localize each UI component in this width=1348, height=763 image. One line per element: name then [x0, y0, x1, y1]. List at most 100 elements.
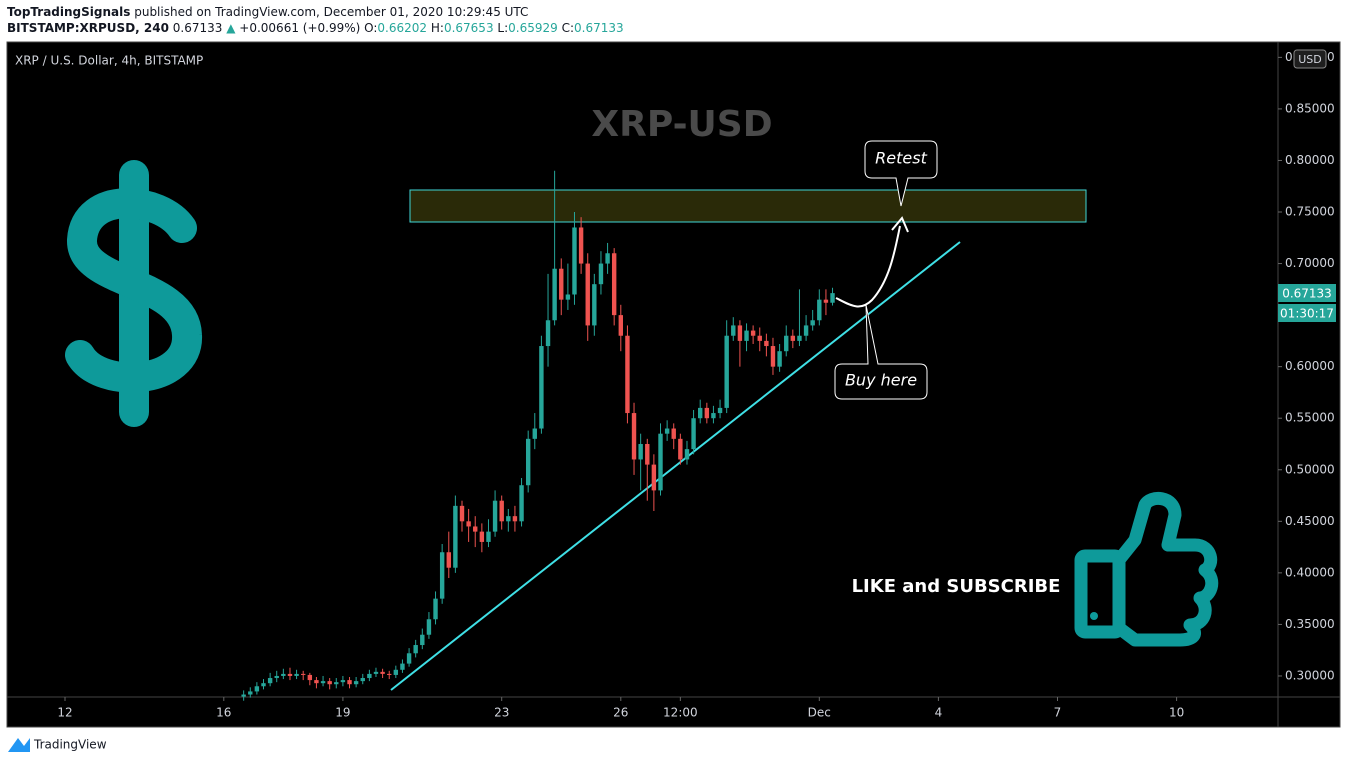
x-tick-label: 12 — [57, 706, 72, 720]
thumbs-up-icon — [1074, 492, 1219, 647]
candle-body — [625, 335, 630, 414]
candle-body — [698, 407, 703, 419]
candle-body — [334, 682, 339, 685]
candle-body — [559, 268, 564, 300]
candle-body — [572, 227, 577, 295]
candle-body — [664, 428, 670, 434]
x-tick-label: Dec — [808, 706, 831, 720]
publish-line: TopTradingSignals published on TradingVi… — [7, 5, 528, 19]
candle-body — [605, 253, 610, 264]
buy-callout — [834, 304, 928, 400]
candle-body — [744, 330, 749, 341]
candle-body — [486, 531, 491, 542]
candle-body — [479, 531, 485, 542]
candle-body — [757, 335, 762, 341]
candle-body — [737, 325, 743, 341]
y-tick-label: 0.60000 — [1285, 359, 1335, 373]
candle-body — [764, 340, 769, 347]
candle-body — [347, 680, 352, 685]
candle-body — [525, 438, 531, 486]
candle-body — [360, 678, 365, 682]
ohlc-line: BITSTAMP:XRPUSD, 240 0.67133 ▲ +0.00661 … — [7, 21, 624, 35]
c: 0.67133 — [574, 21, 624, 35]
l: 0.65929 — [508, 21, 558, 35]
y-tick-label: 0.50000 — [1285, 462, 1335, 476]
candle-body — [770, 346, 776, 367]
arrow-head — [891, 216, 909, 233]
h: 0.67653 — [443, 21, 494, 35]
candle-body — [340, 680, 346, 683]
y-tick-label: 0.75000 — [1285, 205, 1335, 219]
cta-text: LIKE and SUBSCRIBE — [852, 576, 1061, 597]
candle-body — [704, 407, 710, 419]
candle-body — [387, 673, 392, 675]
candle-body — [611, 253, 617, 316]
chart-title: XRP / U.S. Dollar, 4h, BITSTAMP — [15, 54, 203, 68]
x-tick-label: 4 — [935, 706, 943, 720]
candle-body — [380, 671, 385, 674]
candle-body — [248, 691, 253, 695]
candle-body — [420, 634, 425, 646]
candle-body — [598, 263, 604, 285]
candle-body — [353, 681, 359, 685]
last-price-box — [1278, 284, 1336, 302]
retest-callout — [864, 140, 938, 207]
candle-body — [426, 619, 432, 635]
candle-body — [817, 299, 822, 321]
y-tick-label: 0.85000 — [1285, 101, 1335, 115]
y-tick-label: 0.30000 — [1285, 668, 1335, 682]
candle-body — [631, 413, 637, 460]
resistance-zone — [409, 189, 1087, 223]
candle-body — [651, 464, 657, 491]
candle-body — [724, 335, 729, 408]
x-tick-label: 19 — [335, 706, 350, 720]
x-tick-label: 7 — [1054, 706, 1062, 720]
c-label: C: — [561, 21, 575, 35]
candle-body — [261, 683, 266, 687]
candle-body — [671, 428, 676, 439]
candle-body — [512, 516, 518, 522]
trendline — [390, 241, 961, 691]
candle-body — [439, 552, 445, 599]
candle-body — [307, 674, 313, 681]
x-tick-label: 10 — [1169, 706, 1184, 720]
candle-body — [539, 346, 544, 429]
candle-body — [367, 673, 372, 679]
candle-body — [552, 268, 557, 321]
y-tick-label: 0.40000 — [1285, 565, 1335, 579]
candle-body — [400, 663, 405, 670]
candle-body — [301, 673, 306, 675]
candle-body — [784, 335, 789, 352]
h-label: H: — [430, 21, 444, 35]
candle-body — [327, 681, 332, 685]
candle-body — [320, 681, 326, 684]
candle-body — [459, 505, 465, 522]
candle-body — [506, 516, 511, 522]
candle-body — [287, 673, 293, 676]
last-price: 0.67133 — [1282, 287, 1332, 301]
candle-body — [545, 320, 551, 347]
candle-body — [446, 552, 451, 568]
candle-body — [578, 227, 584, 264]
published: published on TradingView.com, December 0… — [134, 5, 529, 19]
candle-body — [413, 645, 418, 654]
retest-label: Retest — [875, 149, 927, 168]
symbol: BITSTAMP:XRPUSD, 240 — [7, 21, 169, 35]
currency-badge — [1293, 49, 1327, 69]
x-tick-label: 12:00 — [663, 706, 698, 720]
candle-body — [691, 418, 696, 450]
candle-body — [810, 320, 815, 326]
watermark: XRP-USD — [591, 104, 772, 145]
candle-body — [267, 678, 273, 684]
candle-body — [274, 675, 279, 679]
y-tick-label: 0.70000 — [1285, 256, 1335, 270]
candle-body — [565, 294, 571, 300]
candle-body — [717, 407, 723, 414]
candle-body — [618, 315, 624, 336]
price: 0.67133 — [172, 21, 223, 35]
author: TopTradingSignals — [7, 5, 131, 19]
candle-body — [638, 443, 643, 460]
y-tick-label: 0.80000 — [1285, 153, 1335, 167]
candle-body — [532, 428, 537, 439]
candle-body — [731, 325, 736, 336]
